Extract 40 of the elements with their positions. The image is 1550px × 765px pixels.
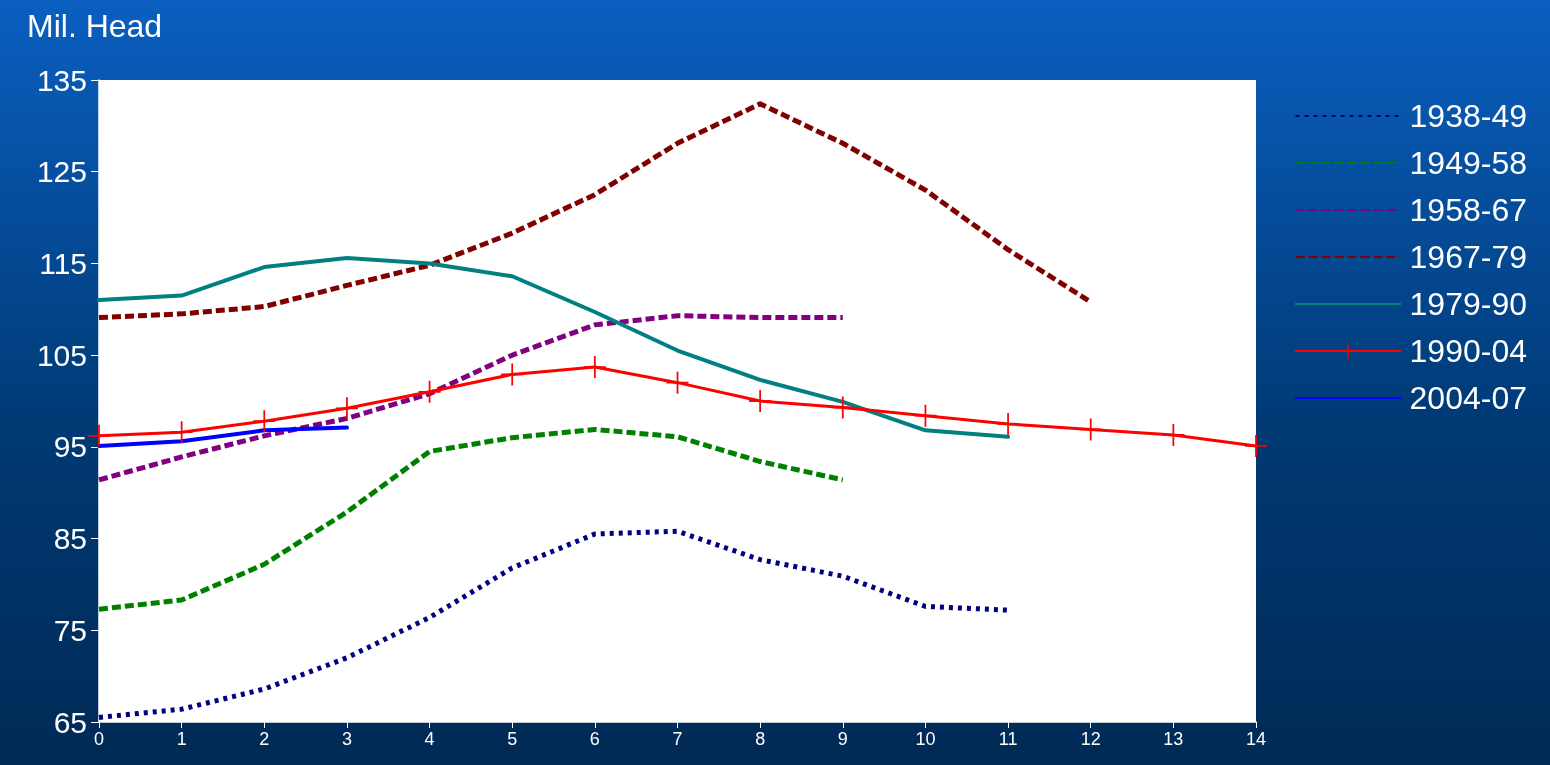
y-tick-label: 95 [53,430,87,464]
x-tick-label: 3 [341,729,352,749]
legend-label: 1967-79 [1409,239,1527,275]
legend-label: 1938-49 [1409,98,1527,134]
point [997,412,1020,435]
x-tick-label: 4 [424,729,435,749]
point [749,390,772,412]
x-tick-label: 13 [1163,729,1184,749]
x-tick-label: 8 [755,729,766,749]
y-tick-label: 135 [36,63,87,97]
x-tick-label: 2 [259,729,270,749]
y-tick-label: 85 [53,522,87,556]
x-tick-label: 0 [93,729,105,749]
legend-label: 1958-67 [1409,192,1527,228]
legend-label: 1979-90 [1409,286,1527,322]
point [253,410,276,433]
point [335,397,358,420]
x-tick-label: 9 [837,729,848,749]
y-tick-label: 75 [53,613,87,647]
x-tick-label: 6 [589,729,600,749]
point [88,424,110,447]
y-axis-title: Mil. Head [27,8,163,44]
point [170,421,193,444]
point [1162,423,1185,446]
x-tick-label: 7 [672,729,683,749]
x-tick-label: 12 [1080,729,1101,749]
y-tick-label: 105 [36,338,87,372]
legend-label: 1949-58 [1409,145,1527,181]
x-tick-label: 14 [1245,729,1267,749]
legend-label: 2004-07 [1409,380,1527,416]
x-tick-label: 1 [176,729,187,749]
x-tick-label: 10 [915,729,936,749]
x-tick-label: 11 [998,729,1018,749]
y-tick-label: 115 [39,246,87,280]
point [1245,434,1267,457]
y-tick-label: 125 [36,155,87,189]
y-tick-label: 65 [53,705,87,739]
x-tick-label: 5 [507,729,518,749]
point [583,356,606,379]
legend-label: 1990-04 [1409,333,1527,369]
